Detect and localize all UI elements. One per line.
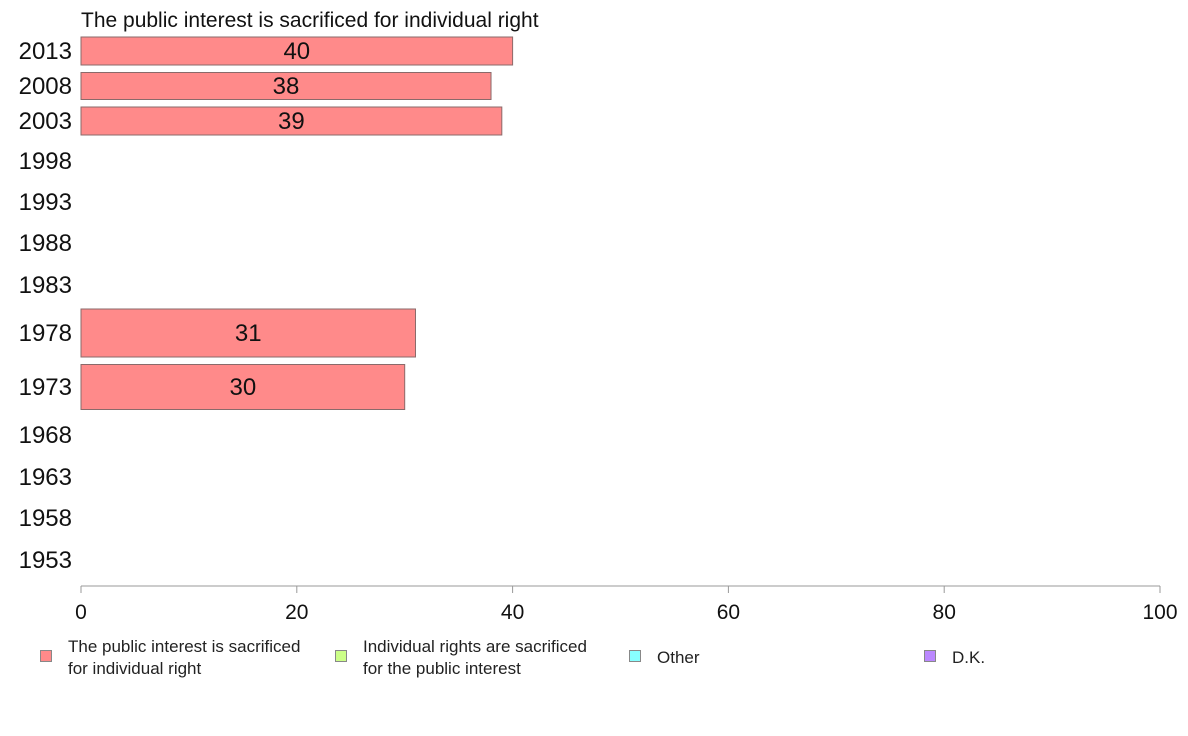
y-tick-label-1958: 1958 bbox=[19, 505, 72, 532]
legend-label-other: Other bbox=[657, 648, 700, 667]
y-tick-label-2008: 2008 bbox=[19, 73, 72, 100]
y-tick-label-1998: 1998 bbox=[19, 148, 72, 175]
legend-label-public-interest: The public interest is sacrificed for in… bbox=[68, 637, 301, 678]
bars-layer: 40 38 39 31 30 bbox=[80, 36, 514, 410]
bar-2013 bbox=[80, 36, 514, 66]
y-tick-label-1968: 1968 bbox=[19, 422, 72, 449]
x-tick-label-20: 20 bbox=[285, 601, 308, 624]
y-tick-label-1988: 1988 bbox=[19, 230, 72, 257]
legend-swatch-dk bbox=[924, 650, 936, 662]
bar-label-1978: 31 bbox=[235, 320, 262, 347]
legend: The public interest is sacrificed for in… bbox=[0, 636, 1188, 696]
bar-chart: The public interest is sacrificed for in… bbox=[19, 9, 1178, 624]
legend-item-individual-rights: Individual rights are sacrificed for the… bbox=[335, 636, 587, 680]
bar-label-2013: 40 bbox=[283, 38, 310, 65]
y-tick-label-1978: 1978 bbox=[19, 320, 72, 347]
y-tick-label-1983: 1983 bbox=[19, 272, 72, 299]
bar-label-2003: 39 bbox=[278, 108, 305, 135]
y-tick-label-1973: 1973 bbox=[19, 374, 72, 401]
y-tick-label-2013: 2013 bbox=[19, 38, 72, 65]
legend-swatch-individual-rights bbox=[335, 650, 347, 662]
y-tick-label-2003: 2003 bbox=[19, 108, 72, 135]
legend-item-public-interest: The public interest is sacrificed for in… bbox=[40, 636, 300, 680]
x-axis: 0 20 40 60 80 100 bbox=[75, 585, 1178, 624]
y-tick-label-1993: 1993 bbox=[19, 189, 72, 216]
bar-label-1973: 30 bbox=[229, 374, 256, 401]
bar-2003 bbox=[80, 106, 503, 136]
chart-title: The public interest is sacrificed for in… bbox=[81, 9, 539, 32]
legend-item-other: Other bbox=[629, 636, 700, 669]
legend-label-individual-rights: Individual rights are sacrificed for the… bbox=[363, 637, 587, 678]
y-axis-labels: 2013 2008 2003 1998 1993 1988 1983 1978 1973 1968… bbox=[19, 38, 72, 574]
x-tick-label-80: 80 bbox=[933, 601, 956, 624]
legend-swatch-public-interest bbox=[40, 650, 52, 662]
x-tick-label-60: 60 bbox=[717, 601, 740, 624]
bar-1978 bbox=[80, 308, 416, 358]
y-tick-label-1953: 1953 bbox=[19, 547, 72, 574]
bar-label-2008: 38 bbox=[273, 73, 300, 100]
x-tick-label-0: 0 bbox=[75, 601, 87, 624]
legend-item-dk: D.K. bbox=[924, 636, 985, 669]
y-tick-label-1963: 1963 bbox=[19, 464, 72, 491]
legend-label-dk: D.K. bbox=[952, 648, 986, 667]
x-tick-label-100: 100 bbox=[1142, 601, 1177, 624]
legend-swatch-other bbox=[629, 650, 641, 662]
bar-2008 bbox=[80, 72, 492, 100]
x-tick-label-40: 40 bbox=[501, 601, 524, 624]
bar-1973 bbox=[80, 364, 406, 410]
